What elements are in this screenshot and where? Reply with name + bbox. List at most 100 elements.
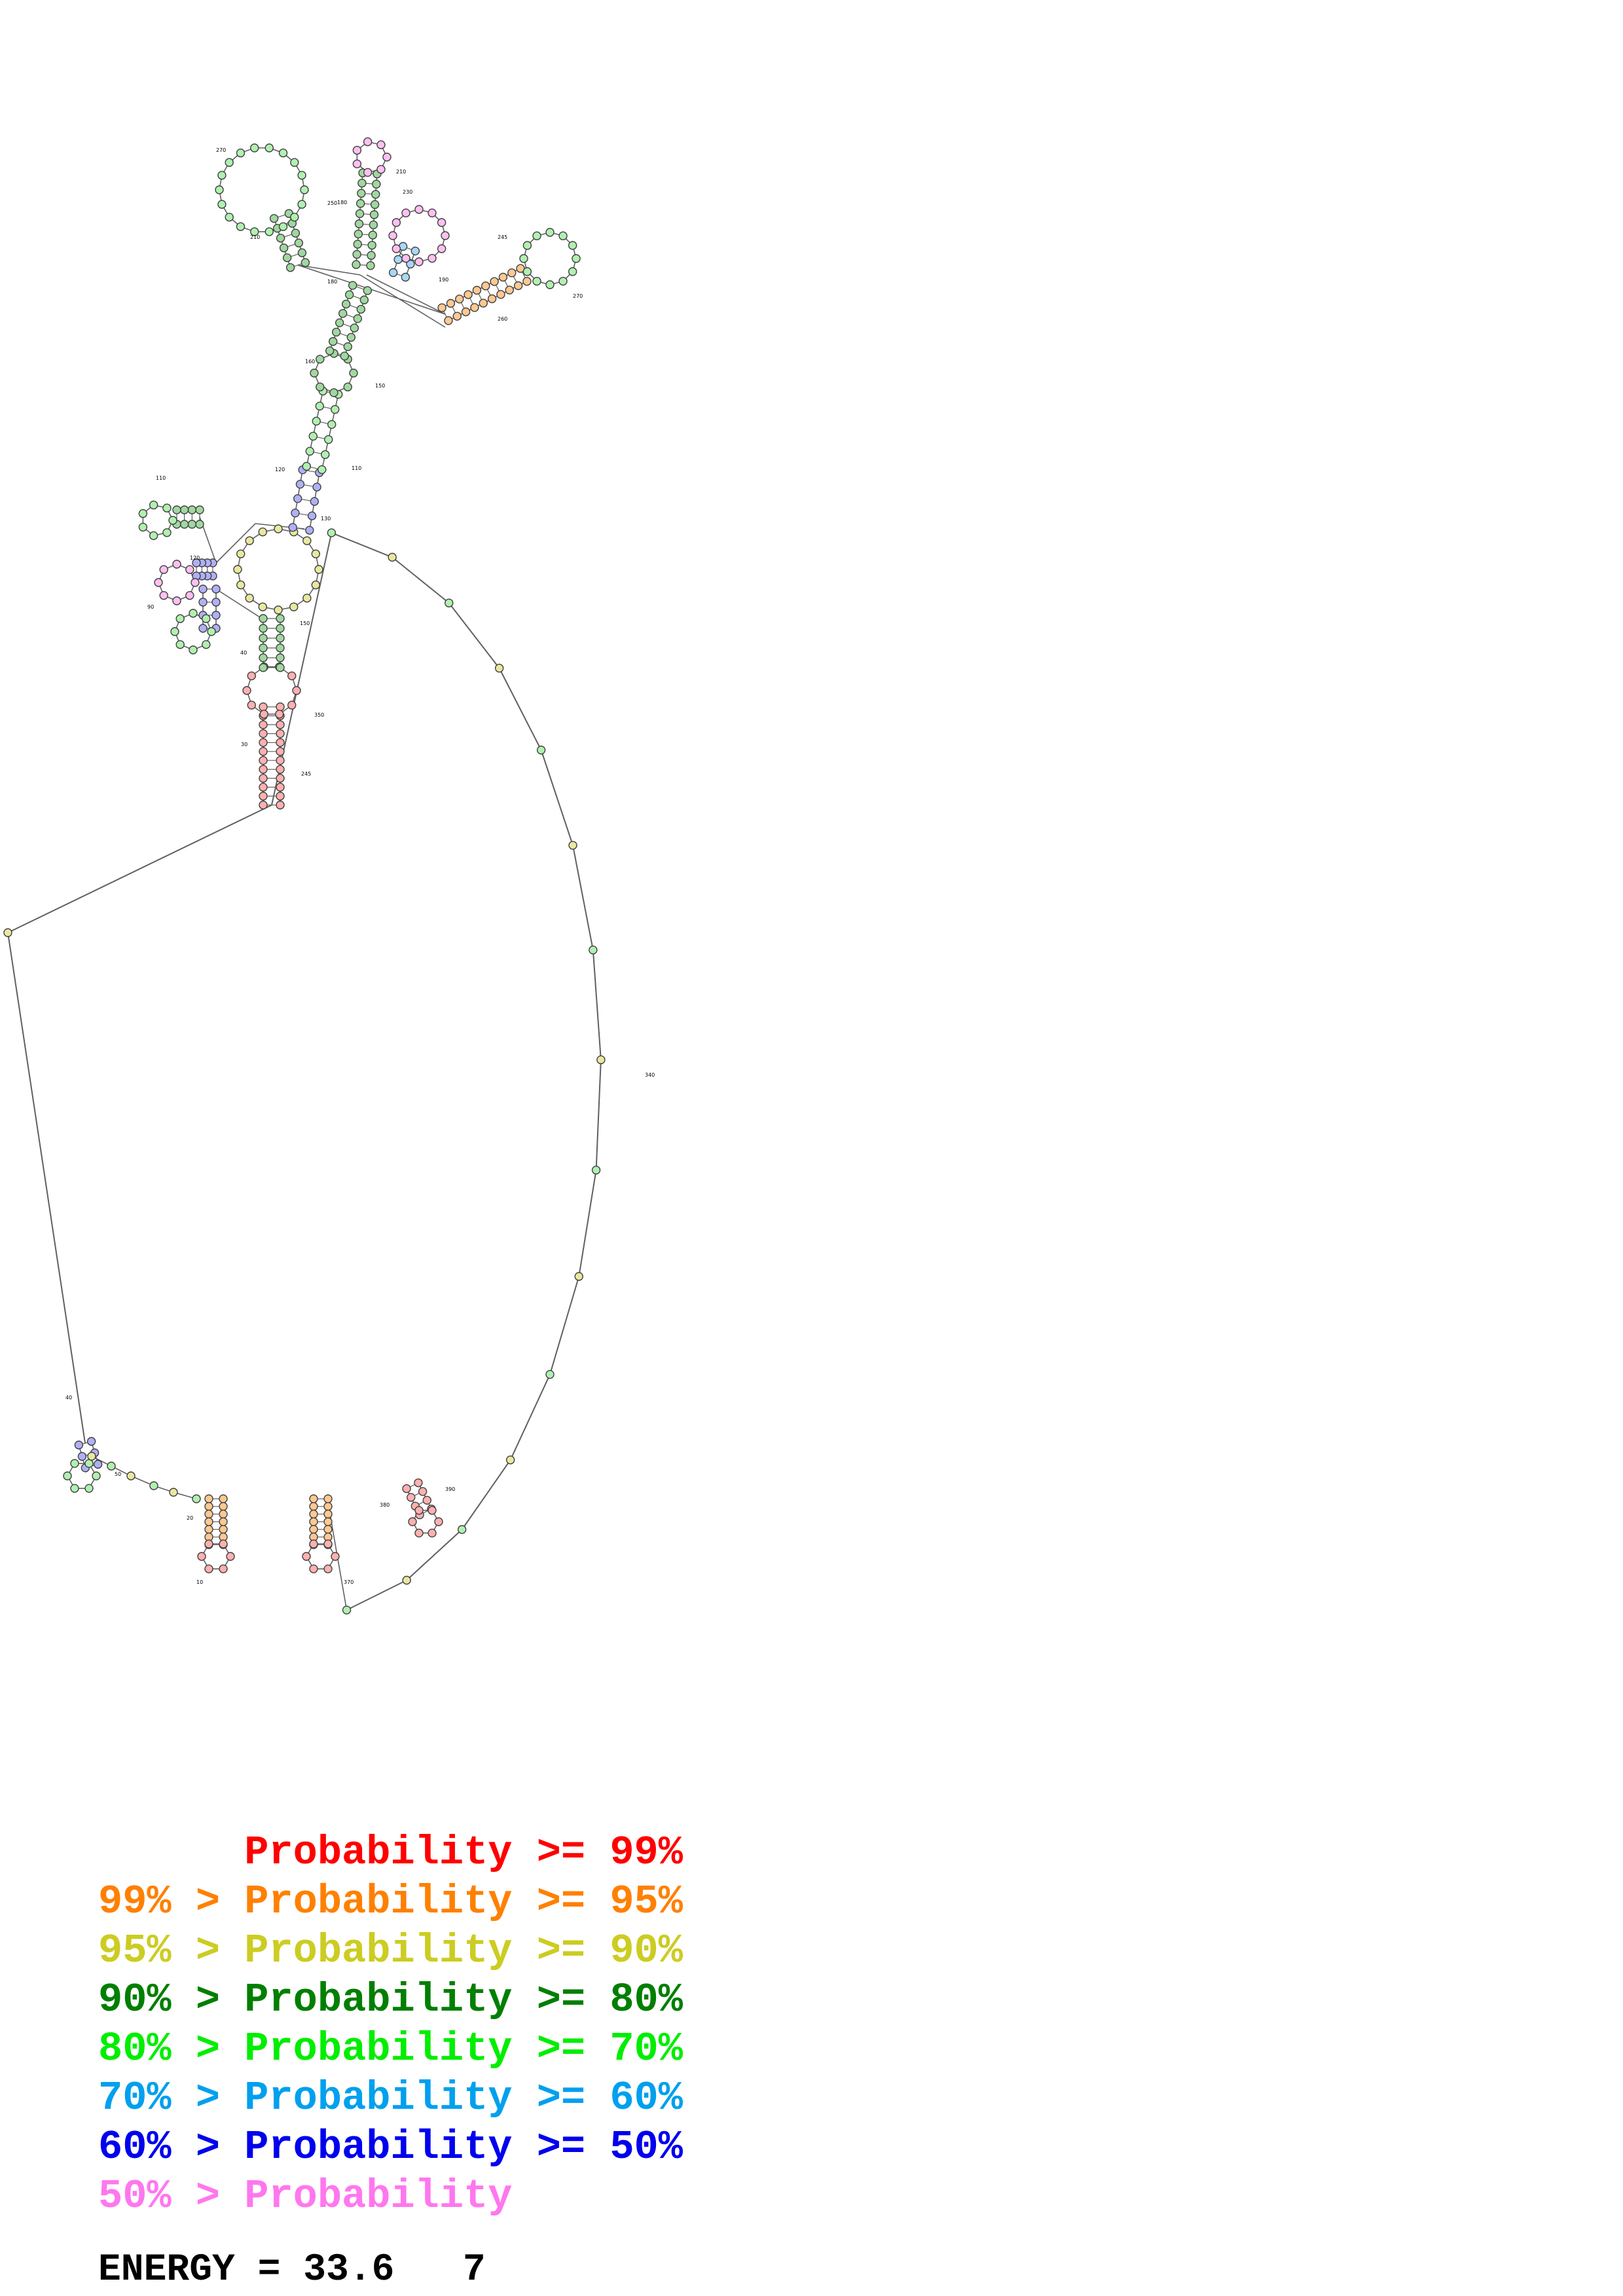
nucleotide-199: [444, 316, 453, 325]
nucleotide-225: [519, 254, 528, 263]
nucleotide-212: [490, 277, 499, 286]
nucleotide-117: [338, 309, 348, 318]
position-label: 350: [314, 712, 324, 718]
position-label: 270: [573, 293, 583, 299]
backbone-segment: [406, 1529, 463, 1581]
nucleotide-333: [302, 1552, 311, 1561]
position-label: 370: [344, 1579, 354, 1585]
nucleotide-192: [392, 244, 401, 253]
legend-line-2: 95% > Probability >= 90%: [98, 1928, 683, 1974]
nucleotide-34: [276, 720, 285, 729]
nucleotide-169: [357, 188, 366, 198]
nucleotide-252: [192, 558, 201, 567]
nucleotide-167: [356, 199, 365, 208]
nucleotide-335: [323, 1539, 333, 1549]
nucleotide-171: [357, 179, 367, 188]
nucleotide-149: [250, 143, 259, 152]
backbone-segment: [448, 602, 500, 669]
backbone-segment: [297, 264, 361, 276]
nucleotide-141: [250, 227, 259, 236]
nucleotide-116: [353, 314, 363, 323]
nucleotide-271: [202, 640, 211, 649]
nucleotide-41: [287, 700, 297, 710]
nucleotide-76: [302, 536, 312, 545]
nucleotide-154: [366, 261, 375, 270]
position-label: 190: [439, 277, 448, 283]
nucleotide-241: [149, 531, 158, 541]
position-label: 110: [352, 465, 361, 471]
nucleotide-304: [204, 1524, 213, 1534]
nucleotide-176: [363, 168, 373, 177]
nucleotide-162: [369, 220, 378, 230]
nucleotide-43: [259, 709, 268, 719]
position-label: 90: [147, 604, 154, 610]
nucleotide-7: [596, 1055, 606, 1064]
nucleotide-15: [3, 928, 12, 937]
nucleotide-138: [290, 213, 299, 222]
nucleotide-140: [264, 227, 274, 236]
nucleotide-214: [498, 272, 508, 282]
backbone-segment: [392, 556, 450, 604]
nucleotide-217: [522, 277, 532, 286]
nucleotide-301: [219, 1509, 228, 1519]
position-label: 30: [241, 742, 247, 747]
nucleotide-324: [309, 1524, 318, 1534]
backbone-segment: [441, 268, 521, 308]
position-label: 180: [327, 279, 337, 285]
nucleotide-204: [455, 295, 464, 304]
position-label: 245: [301, 771, 311, 777]
nucleotide-22: [276, 774, 285, 783]
nucleotide-294: [169, 1488, 178, 1497]
nucleotide-0: [327, 528, 337, 537]
nucleotide-11: [505, 1455, 515, 1465]
nucleotide-297: [219, 1494, 228, 1503]
nucleotide-341: [422, 1496, 431, 1505]
nucleotide-139: [278, 222, 288, 231]
nucleotide-276: [189, 609, 198, 618]
nucleotide-347: [408, 1517, 417, 1526]
nucleotide-190: [414, 257, 424, 266]
nucleotide-56: [276, 634, 285, 643]
nucleotide-12: [457, 1525, 467, 1534]
nucleotide-188: [437, 244, 447, 253]
nucleotide-101: [343, 382, 352, 391]
nucleotide-145: [215, 185, 224, 194]
nucleotide-231: [195, 505, 204, 514]
backbone-segment: [356, 173, 363, 265]
nucleotide-240: [162, 528, 172, 537]
nucleotide-303: [219, 1517, 228, 1526]
nucleotide-208: [472, 285, 482, 295]
nucleotide-53: [259, 653, 268, 662]
nucleotide-284: [92, 1471, 101, 1480]
nucleotide-321: [323, 1509, 333, 1519]
nucleotide-263: [211, 584, 221, 594]
position-label: 230: [403, 189, 412, 195]
nucleotide-152: [290, 158, 299, 167]
nucleotide-243: [138, 509, 148, 518]
nucleotide-6: [589, 945, 598, 955]
nucleotide-334: [309, 1539, 318, 1549]
nucleotide-180: [376, 140, 386, 149]
position-label: 40: [240, 650, 247, 656]
nucleotide-270: [207, 627, 216, 636]
position-label: 130: [321, 516, 331, 522]
backbone-segment: [370, 173, 378, 266]
nucleotide-126: [297, 248, 307, 257]
legend-line-6: 60% > Probability >= 50%: [98, 2124, 683, 2170]
nucleotide-118: [356, 304, 366, 314]
position-label: 120: [275, 467, 285, 473]
nucleotide-63: [311, 581, 320, 590]
nucleotide-83: [293, 494, 302, 503]
nucleotide-273: [175, 640, 185, 649]
nucleotide-115: [335, 318, 344, 327]
nucleotide-64: [302, 594, 312, 603]
nucleotide-230: [568, 241, 577, 250]
nucleotide-193: [388, 231, 397, 240]
nucleotide-17: [259, 800, 268, 810]
nucleotide-72: [245, 536, 254, 545]
nucleotide-201: [452, 312, 462, 321]
nucleotide-322: [309, 1517, 318, 1526]
position-label: 390: [445, 1486, 455, 1492]
nucleotide-27: [259, 756, 268, 765]
nucleotide-256: [172, 596, 181, 605]
